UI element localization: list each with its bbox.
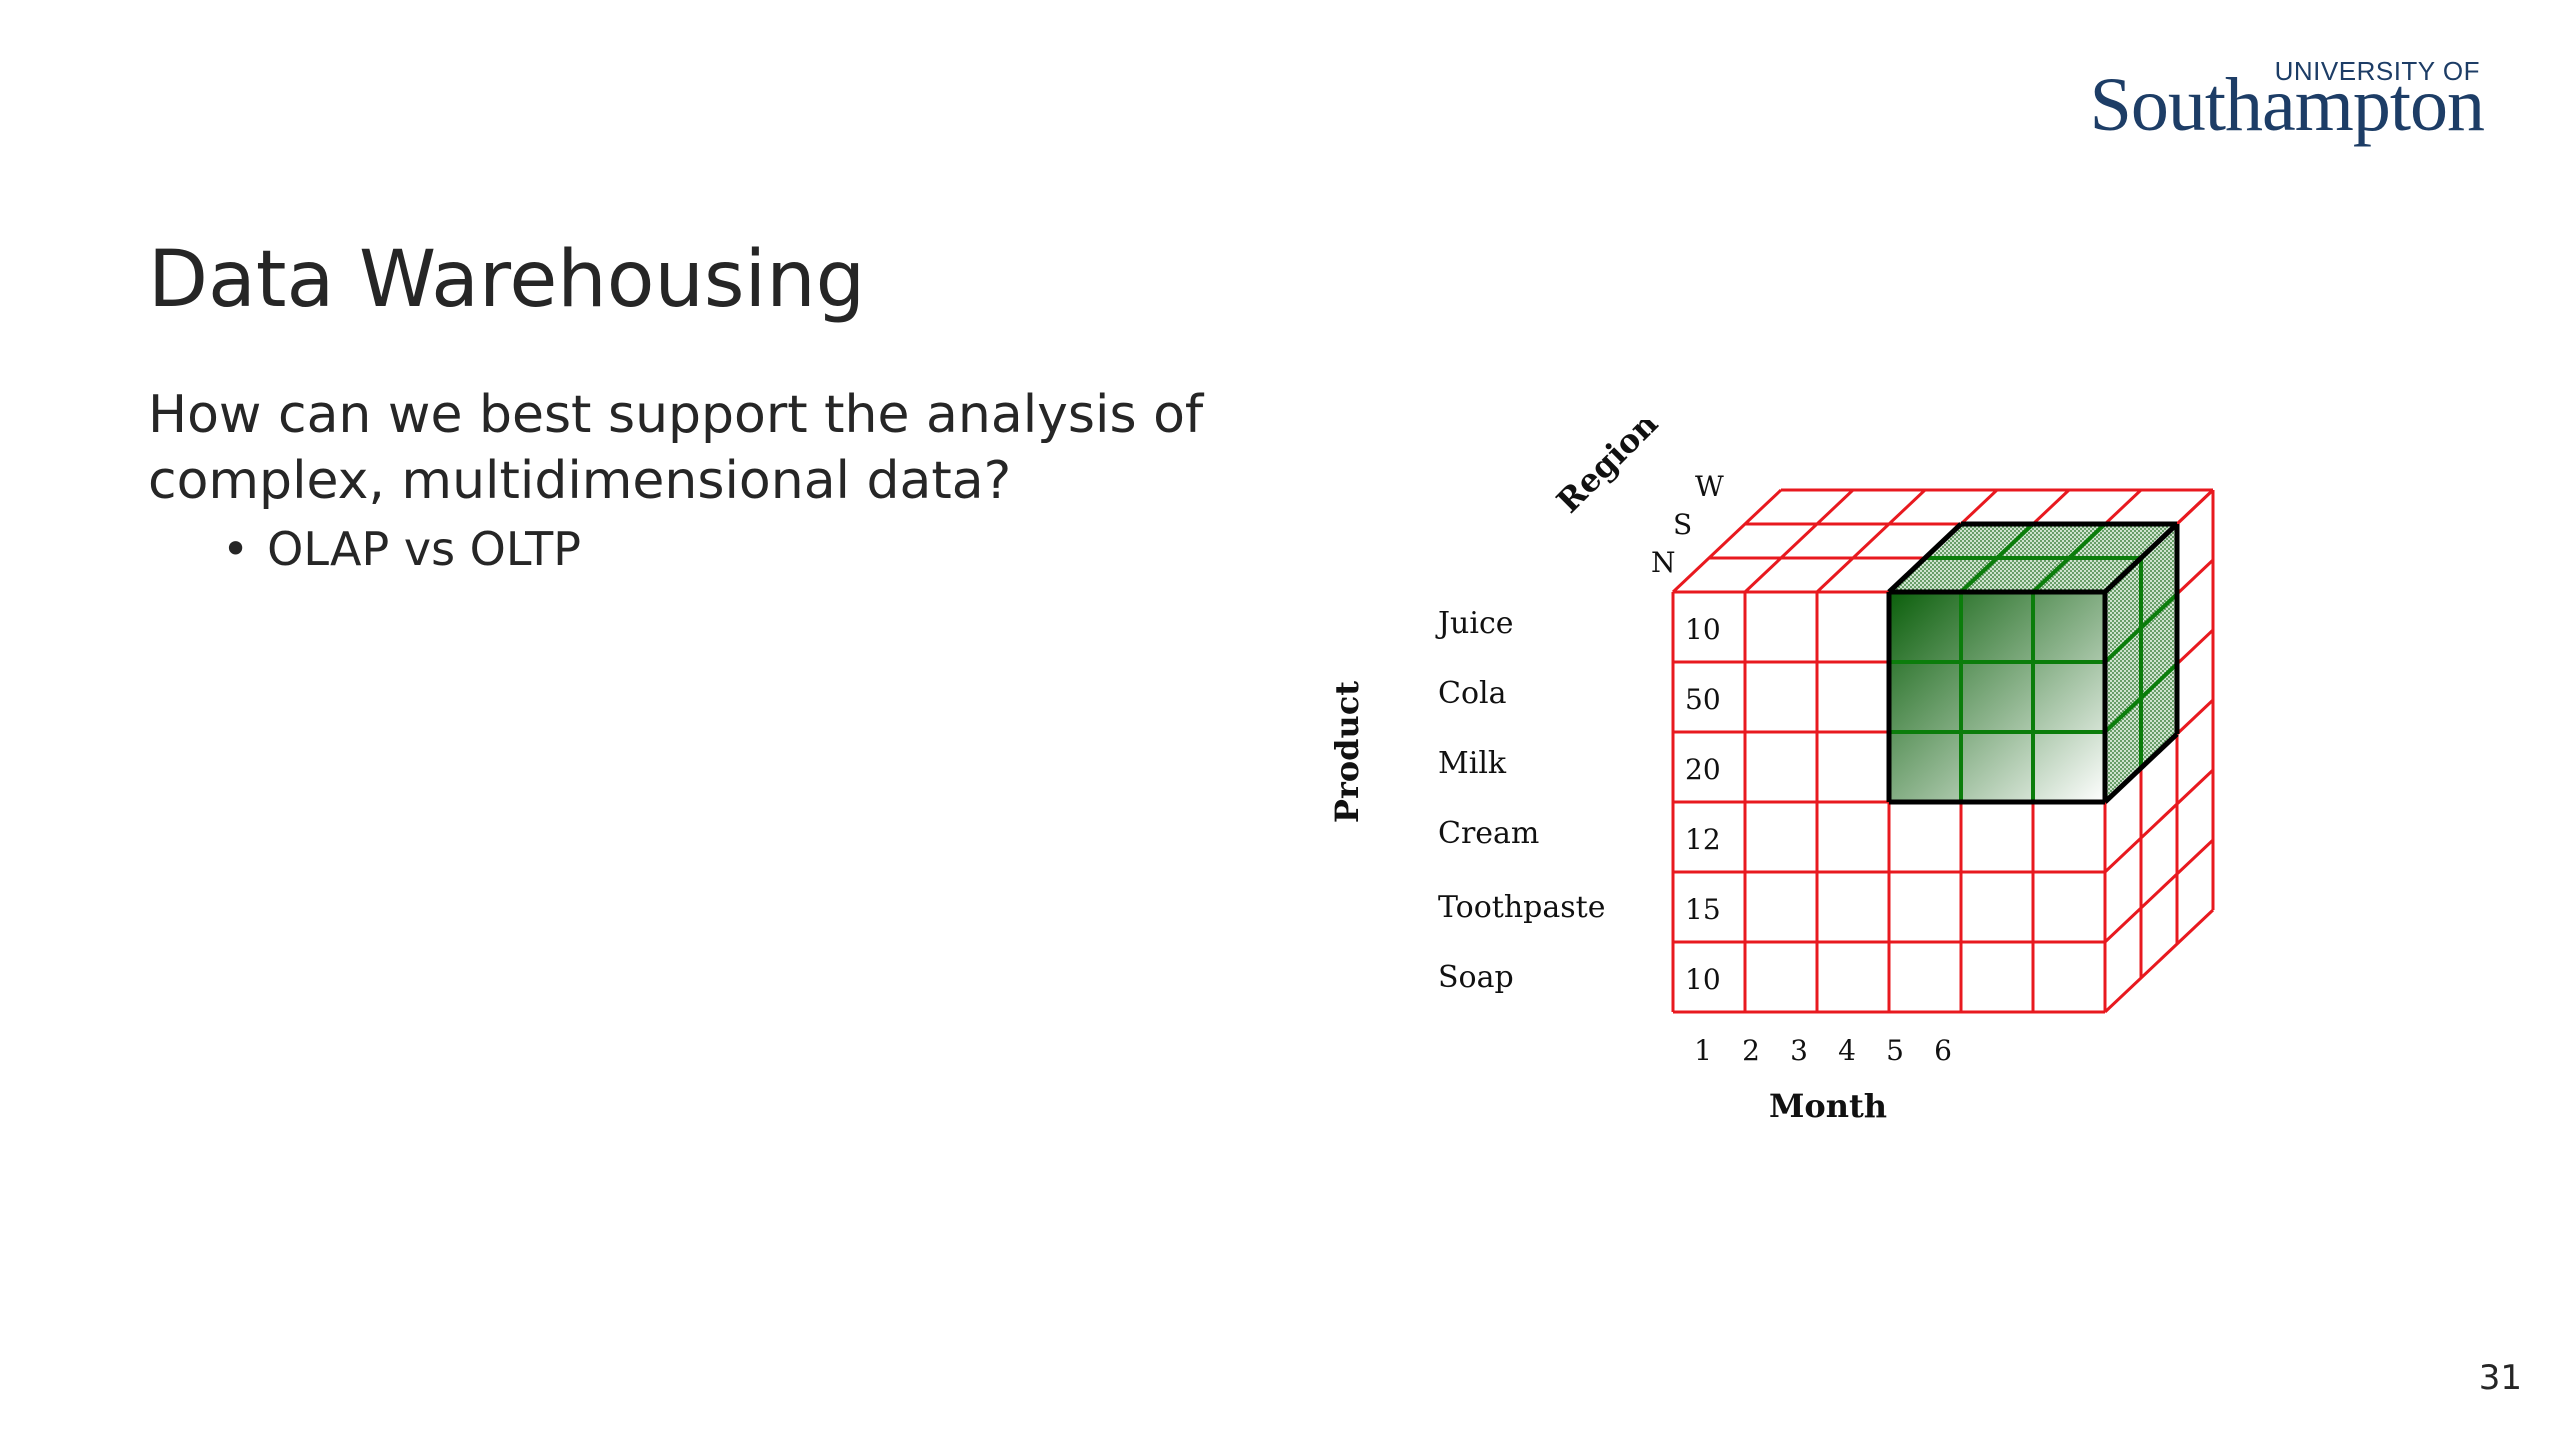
subcube-edge (1887, 522, 1963, 594)
right-grid-depthline (2103, 838, 2215, 944)
bullet-item: • OLAP vs OLTP (222, 522, 581, 576)
university-logo: UNIVERSITY OF Southampton (2064, 56, 2485, 166)
region-label: W (1695, 470, 1724, 503)
region-label: S (1673, 508, 1692, 541)
month-label: 4 (1838, 1034, 1856, 1067)
product-label: Soap (1438, 960, 1514, 995)
subcube-edge (2103, 732, 2179, 804)
cell-value: 12 (1685, 823, 1721, 856)
top-grid-depthline (1743, 488, 1855, 594)
region-axis-title: Region (1549, 420, 1665, 520)
month-label: 2 (1742, 1034, 1760, 1067)
top-grid-depthline (1671, 488, 1783, 594)
subcube-edge (2103, 522, 2179, 594)
cell-value: 10 (1685, 613, 1721, 646)
slide-number: 31 (2478, 1358, 2522, 1398)
product-label: Juice (1435, 606, 1514, 641)
month-label: 6 (1934, 1034, 1952, 1067)
slide-body-text: How can we best support the analysis of … (148, 385, 1204, 511)
bullet-dot: • (222, 522, 250, 576)
cell-value: 20 (1685, 753, 1721, 786)
cell-value: 15 (1685, 893, 1721, 926)
product-label: Toothpaste (1438, 890, 1605, 925)
highlighted-subcube (1886, 521, 2180, 805)
region-label: N (1651, 546, 1676, 579)
product-axis-title: Product (1328, 681, 1366, 823)
top-grid-depthline (1815, 488, 1927, 594)
cell-value: 50 (1685, 683, 1721, 716)
month-axis-title: Month (1769, 1087, 1887, 1125)
month-label: 1 (1694, 1034, 1712, 1067)
subcube-front-face (1889, 592, 2105, 802)
bullet-text: OLAP vs OLTP (267, 522, 582, 576)
logo-university-of: UNIVERSITY OF (2274, 56, 2480, 86)
right-grid-depthline (2103, 768, 2215, 874)
cell-value: 10 (1685, 963, 1721, 996)
product-label: Cola (1438, 676, 1507, 711)
month-label: 5 (1886, 1034, 1904, 1067)
logo-southampton: Southampton (2089, 63, 2485, 147)
right-grid-depthline (2103, 908, 2215, 1014)
product-label: Cream (1438, 816, 1539, 851)
slide-title: Data Warehousing (148, 235, 866, 325)
data-cube-diagram: 105020121510JuiceColaMilkCreamToothpaste… (1328, 420, 2215, 1125)
product-label: Milk (1438, 746, 1507, 781)
month-label: 3 (1790, 1034, 1808, 1067)
